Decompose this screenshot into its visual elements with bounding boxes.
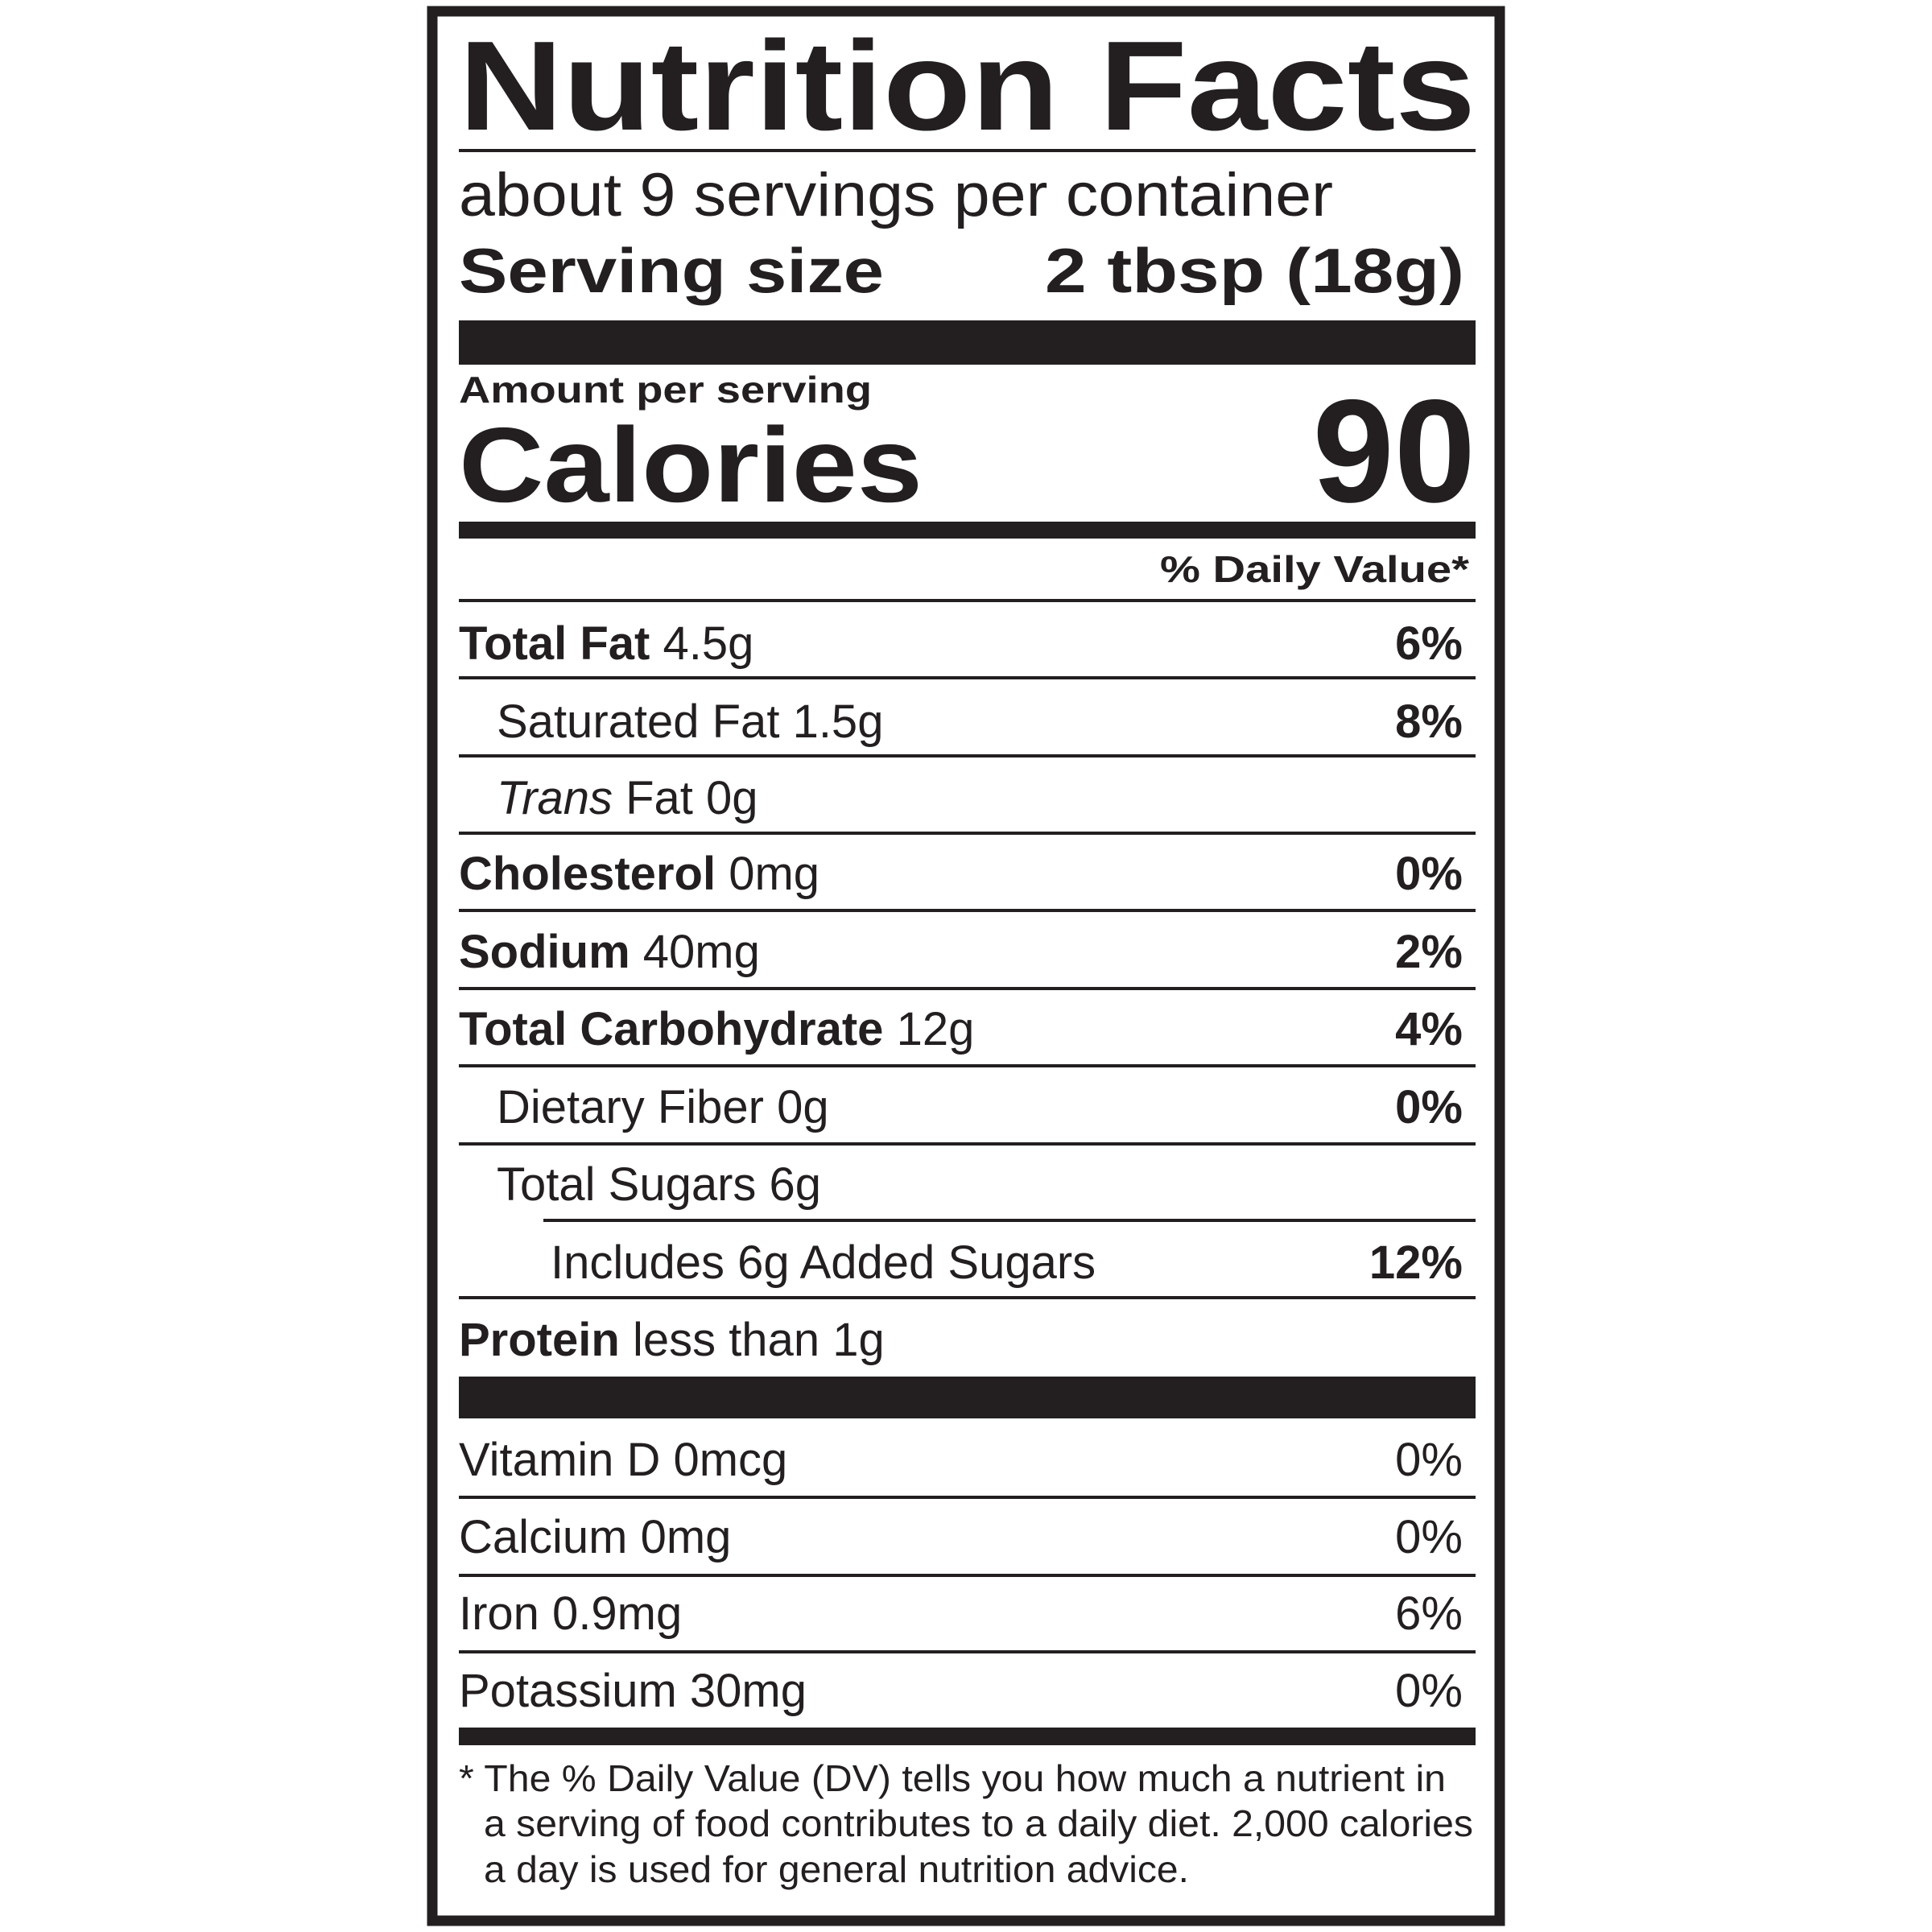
nutrient-saturated-fat: Saturated Fat 1.5g: [497, 696, 883, 748]
divider: [459, 909, 1476, 912]
calories-value: 90: [1313, 369, 1476, 533]
medium-divider: [459, 1728, 1476, 1745]
dv-cholesterol: 0%: [1395, 848, 1463, 900]
dv-total-fat: 6%: [1395, 617, 1463, 670]
serving-size-label: Serving size: [459, 235, 884, 306]
dv-sodium: 2%: [1395, 926, 1463, 978]
divider: [459, 1496, 1476, 1499]
nutrient-total-fat: Total Fat 4.5g: [459, 617, 753, 670]
nutrient-cholesterol: Cholesterol 0mg: [459, 848, 819, 900]
dv-potassium: 0%: [1395, 1665, 1463, 1717]
iron: Iron 0.9mg: [459, 1587, 682, 1640]
thick-divider: [459, 1377, 1476, 1418]
potassium: Potassium 30mg: [459, 1665, 807, 1717]
footnote-line-3: a day is used for general nutrition advi…: [484, 1848, 1189, 1890]
divider: [459, 1574, 1476, 1577]
divider: [459, 149, 1476, 152]
nutrient-sodium: Sodium 40mg: [459, 926, 760, 978]
thick-divider: [459, 320, 1476, 365]
nutrient-added-sugars: Includes 6g Added Sugars: [551, 1236, 1096, 1289]
divider: [459, 599, 1476, 602]
divider: [543, 1219, 1476, 1222]
vitamin-d: Vitamin D 0mcg: [459, 1434, 787, 1486]
divider: [459, 676, 1476, 679]
calcium: Calcium 0mg: [459, 1511, 731, 1563]
dv-saturated-fat: 8%: [1395, 696, 1463, 748]
footnote-line-1: * The % Daily Value (DV) tells you how m…: [459, 1757, 1446, 1799]
nutrient-trans-fat: Trans Fat 0g: [497, 772, 758, 824]
dv-dietary-fiber: 0%: [1395, 1081, 1463, 1133]
dv-iron: 6%: [1395, 1587, 1463, 1640]
divider: [459, 1142, 1476, 1146]
servings-per-container: about 9 servings per container: [459, 161, 1333, 229]
amount-per-serving: Amount per serving: [459, 369, 872, 411]
divider: [459, 1064, 1476, 1067]
nutrient-total-sugars: Total Sugars 6g: [497, 1158, 821, 1211]
dv-added-sugars: 12%: [1369, 1236, 1463, 1289]
divider: [459, 832, 1476, 835]
divider: [459, 1650, 1476, 1653]
nutrient-dietary-fiber: Dietary Fiber 0g: [497, 1081, 829, 1133]
nutrient-total-carbohydrate: Total Carbohydrate 12g: [459, 1003, 974, 1055]
label-title: Nutrition Facts: [459, 15, 1476, 157]
footnote-line-2: a serving of food contributes to a daily…: [484, 1802, 1473, 1844]
dv-calcium: 0%: [1395, 1511, 1463, 1563]
medium-divider: [459, 522, 1476, 539]
calories-label: Calories: [459, 406, 923, 524]
dv-vitamin-d: 0%: [1395, 1434, 1463, 1486]
daily-value-header: % Daily Value*: [1160, 548, 1469, 590]
dv-total-carbohydrate: 4%: [1395, 1003, 1463, 1055]
divider: [459, 987, 1476, 990]
serving-size-value: 2 tbsp (18g): [1045, 235, 1464, 306]
nutrient-protein: Protein less than 1g: [459, 1314, 885, 1366]
divider: [459, 754, 1476, 758]
divider: [459, 1296, 1476, 1299]
